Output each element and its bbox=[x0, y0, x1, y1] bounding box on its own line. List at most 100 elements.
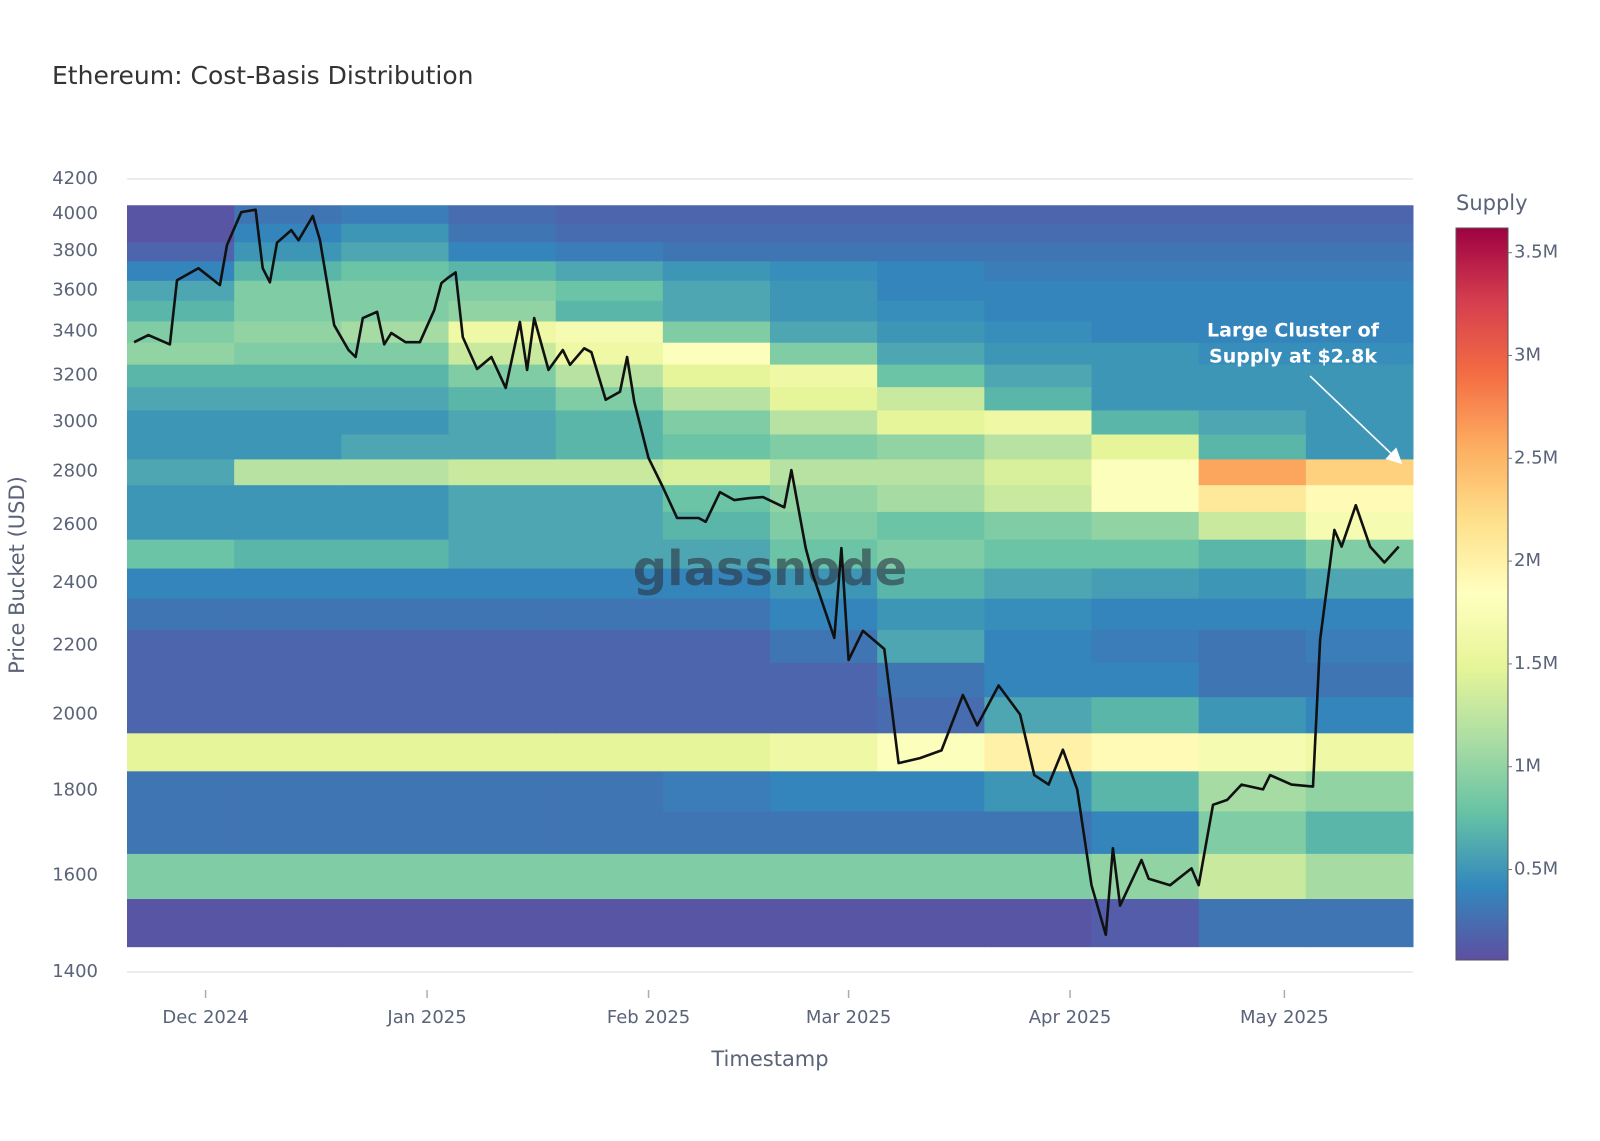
heat-cell bbox=[127, 409, 235, 435]
heat-cell bbox=[984, 205, 1092, 224]
heat-cell bbox=[1198, 342, 1307, 365]
heat-cell bbox=[984, 300, 1092, 322]
heat-cell bbox=[662, 598, 771, 631]
heat-cell bbox=[1198, 629, 1307, 663]
y-tick-label: 3600 bbox=[52, 279, 98, 300]
heat-cell bbox=[984, 511, 1092, 540]
heat-cell bbox=[1091, 300, 1200, 322]
heat-cell bbox=[877, 810, 985, 854]
heat-cell bbox=[1091, 409, 1200, 435]
heat-cell bbox=[234, 810, 342, 854]
x-tick-label: May 2025 bbox=[1240, 1007, 1329, 1028]
heat-cell bbox=[877, 205, 985, 224]
heat-cell bbox=[448, 810, 557, 854]
heat-cell bbox=[877, 770, 985, 812]
heat-cell bbox=[1091, 770, 1200, 812]
heat-cell bbox=[662, 280, 771, 301]
heat-cell bbox=[1198, 732, 1307, 772]
heat-cell bbox=[448, 511, 557, 540]
heat-cell bbox=[1198, 458, 1307, 486]
heat-cell bbox=[448, 342, 557, 365]
heat-cell bbox=[770, 598, 878, 631]
heat-cell bbox=[341, 386, 449, 411]
heat-cell bbox=[662, 260, 771, 281]
x-axis-label: Timestamp bbox=[710, 1047, 828, 1071]
heat-cell bbox=[770, 342, 878, 365]
heat-cell bbox=[341, 458, 449, 486]
heat-cell bbox=[341, 662, 449, 698]
heat-cell bbox=[877, 458, 985, 486]
heat-cell bbox=[234, 205, 342, 224]
heat-cell bbox=[984, 662, 1092, 698]
heat-cell bbox=[1091, 386, 1200, 411]
heat-cell bbox=[555, 598, 664, 631]
heat-cell bbox=[770, 260, 878, 281]
heat-cell bbox=[662, 810, 771, 854]
heat-cell bbox=[984, 260, 1092, 281]
heat-cell bbox=[127, 484, 235, 512]
heat-cell bbox=[555, 280, 664, 301]
heat-cell bbox=[234, 696, 342, 734]
heat-cell bbox=[234, 409, 342, 435]
y-tick-label: 2800 bbox=[52, 461, 98, 482]
heat-cell bbox=[1198, 662, 1307, 698]
heat-cell bbox=[127, 598, 235, 631]
heat-cell bbox=[555, 732, 664, 772]
heat-cell bbox=[1305, 853, 1414, 900]
heat-cell bbox=[1305, 342, 1414, 365]
heat-cell bbox=[984, 409, 1092, 435]
heat-cell bbox=[234, 629, 342, 663]
heat-cell bbox=[662, 853, 771, 900]
heat-cell bbox=[984, 241, 1092, 262]
heat-cell bbox=[1091, 898, 1200, 948]
heat-cell bbox=[448, 386, 557, 411]
heat-cell bbox=[877, 732, 985, 772]
heat-cell bbox=[877, 260, 985, 281]
annotation-arrow bbox=[1309, 375, 1403, 465]
colorbar-tick-label: 2M bbox=[1514, 550, 1541, 571]
heat-cell bbox=[127, 629, 235, 663]
heat-cell bbox=[1091, 732, 1200, 772]
heat-cell bbox=[770, 511, 878, 540]
y-tick-label: 3400 bbox=[52, 321, 98, 342]
heat-cell bbox=[877, 409, 985, 435]
heat-cell bbox=[555, 342, 664, 365]
heat-cell bbox=[448, 364, 557, 388]
heat-cell bbox=[234, 662, 342, 698]
x-tick-label: Mar 2025 bbox=[806, 1007, 892, 1028]
heat-cell bbox=[127, 539, 235, 569]
heat-cell bbox=[127, 434, 235, 460]
y-tick-label: 2000 bbox=[52, 704, 98, 725]
heat-cell bbox=[1198, 300, 1307, 322]
heat-cell bbox=[127, 458, 235, 486]
heat-cell bbox=[448, 732, 557, 772]
heat-cell bbox=[877, 662, 985, 698]
heat-cell bbox=[234, 458, 342, 486]
heat-cell bbox=[770, 898, 878, 948]
heat-cell bbox=[341, 732, 449, 772]
annotation: Supply at $2.8k bbox=[1209, 346, 1377, 368]
heat-cell bbox=[1305, 732, 1414, 772]
heat-cell bbox=[1091, 205, 1200, 224]
heat-cell bbox=[662, 696, 771, 734]
heat-cell bbox=[1091, 484, 1200, 512]
heat-cell bbox=[555, 260, 664, 281]
y-axis-label: Price Bucket (USD) bbox=[5, 476, 29, 674]
heat-cell bbox=[984, 386, 1092, 411]
heat-cell bbox=[770, 223, 878, 243]
colorbar-tick-label: 3M bbox=[1514, 344, 1541, 365]
heat-cell bbox=[341, 260, 449, 281]
heat-cell bbox=[1198, 539, 1307, 569]
heat-cell bbox=[448, 662, 557, 698]
heat-cell bbox=[448, 458, 557, 486]
heat-cell bbox=[662, 568, 771, 599]
heat-cell bbox=[984, 223, 1092, 243]
colorbar-tick-label: 2.5M bbox=[1514, 447, 1558, 468]
heat-cell bbox=[234, 770, 342, 812]
heat-cell bbox=[662, 539, 771, 569]
heat-cell bbox=[662, 458, 771, 486]
heat-cell bbox=[984, 539, 1092, 569]
heat-cell bbox=[662, 205, 771, 224]
price-line bbox=[133, 208, 1400, 937]
heat-cell bbox=[555, 662, 664, 698]
